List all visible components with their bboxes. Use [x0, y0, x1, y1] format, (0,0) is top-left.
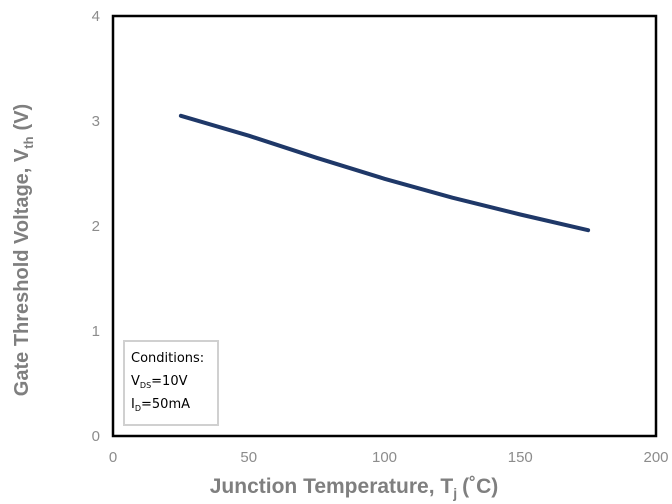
x-axis-label-subscript: j: [452, 485, 457, 501]
y-tick-label: 3: [92, 113, 100, 130]
conditions-title: Conditions:: [131, 351, 204, 366]
x-tick-labels: 0 50 100 150 200: [109, 449, 669, 466]
conditions-box: Conditions: VDS=10V ID=50mA: [123, 340, 219, 426]
y-tick-label: 0: [92, 428, 100, 445]
x-tick-label: 100: [372, 449, 397, 466]
y-axis-label: Gate Threshold Voltage, Vth (V): [11, 104, 36, 396]
y-tick-label: 2: [92, 218, 100, 235]
y-tick-label: 1: [92, 323, 100, 340]
y-tick-labels: 0 1 2 3 4: [92, 8, 100, 445]
id-value: =50mA: [141, 397, 190, 412]
conditions-frame: [123, 340, 219, 426]
x-axis-label-unit: (˚C): [462, 475, 498, 498]
conditions-id: ID=50mA: [131, 397, 190, 413]
x-axis-label-main: Junction Temperature, T: [210, 475, 454, 498]
conditions-vds: VDS=10V: [131, 374, 188, 390]
x-tick-label: 150: [508, 449, 533, 466]
y-tick-label: 4: [92, 8, 100, 25]
vds-subscript: DS: [140, 381, 151, 390]
series-line-vth: [178, 113, 591, 233]
x-tick-label: 50: [240, 449, 257, 466]
y-axis-label-unit: (V): [11, 104, 33, 131]
vds-value: =10V: [151, 374, 187, 389]
id-subscript: D: [135, 404, 141, 413]
y-axis-label-main: Gate Threshold Voltage, V: [11, 148, 33, 396]
x-tick-label: 0: [109, 449, 117, 466]
id-symbol: I: [131, 397, 135, 412]
x-axis-label: Junction Temperature, Tj (˚C): [210, 475, 499, 501]
y-axis-label-subscript: th: [21, 136, 36, 148]
vds-symbol: V: [131, 374, 140, 389]
x-tick-label: 200: [643, 449, 668, 466]
